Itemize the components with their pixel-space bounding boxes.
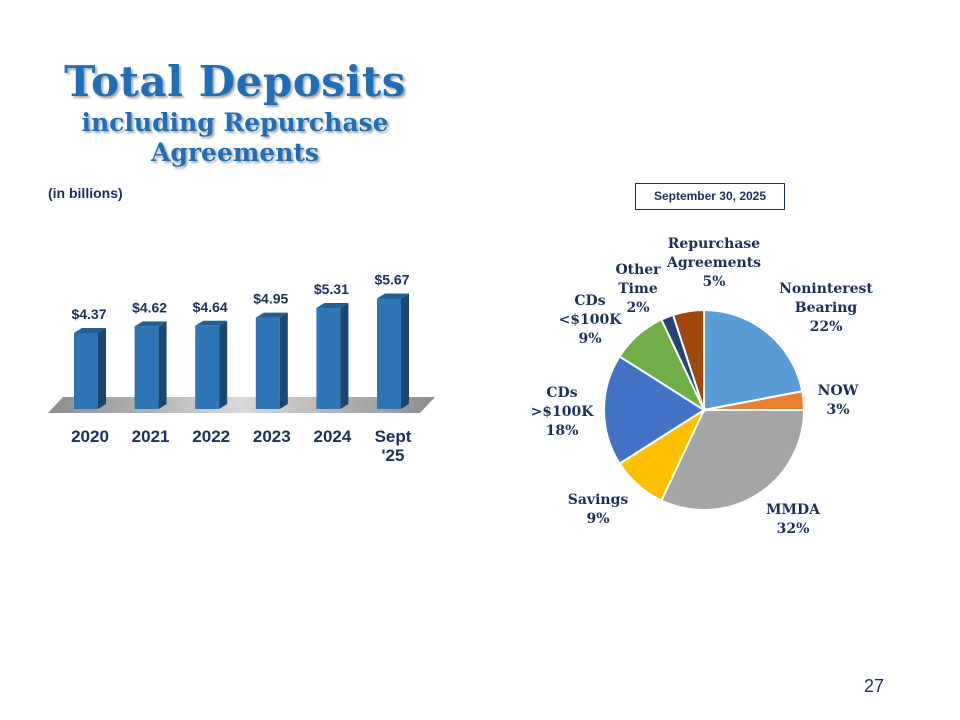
bar-top [134, 321, 167, 327]
pie-label: 32% [777, 521, 810, 537]
pie-label: Noninterest [779, 281, 873, 297]
bar-category-label: 2023 [253, 427, 291, 446]
bar-front [195, 325, 220, 409]
pie-label: 5% [702, 274, 725, 290]
pie-label: 22% [810, 319, 843, 335]
title-sub-line1: including Repurchase [81, 108, 389, 137]
bar-value-label: $4.37 [71, 306, 106, 322]
bar-value-label: $4.62 [132, 299, 167, 315]
pie-label: 18% [546, 423, 579, 439]
bar-category-label: 2021 [132, 427, 170, 446]
bar-value-label: $4.64 [193, 299, 228, 315]
pie-label: CDs [574, 293, 605, 309]
pie-label: >$100K [531, 404, 595, 420]
page-title: Total Deposits including Repurchase Agre… [20, 56, 450, 168]
pie-label: Other [615, 262, 661, 278]
bar-top [316, 303, 349, 309]
bar-category-label: 2024 [313, 427, 351, 446]
bar-4 [316, 303, 349, 409]
bar-category-label: 2020 [71, 427, 109, 446]
pie-label: 3% [826, 402, 849, 418]
bar-front [134, 326, 159, 409]
pie-label: Agreements [666, 255, 761, 271]
bar-top [74, 327, 106, 333]
pie-slice-7 [671, 308, 705, 411]
bar-top [255, 312, 288, 318]
title-sub-line2: Agreements [150, 138, 320, 167]
bar-side [98, 327, 106, 409]
pie-slice-4 [603, 355, 706, 465]
pie-label: <$100K [559, 312, 623, 328]
bar-value-label: $5.67 [374, 271, 409, 287]
pie-label: Savings [568, 492, 629, 508]
bar-top [377, 293, 409, 299]
pie-date-box: September 30, 2025 [635, 183, 785, 210]
bar-side [401, 293, 409, 409]
bar-side [340, 303, 349, 409]
bar-top [195, 320, 228, 326]
pie-label: MMDA [766, 502, 821, 518]
pie-slice-2 [660, 409, 806, 511]
bar-category-label: Sept [375, 427, 412, 446]
pie-label: Time [618, 281, 658, 297]
pie-label: Bearing [795, 300, 858, 316]
bar-category-label: '25 [382, 446, 405, 465]
bar-1 [134, 321, 167, 409]
bar-value-label: $5.31 [314, 281, 349, 297]
bar-front [377, 298, 401, 409]
bar-5 [377, 293, 409, 409]
bar-3 [255, 312, 288, 409]
pie-slice-0 [703, 308, 804, 412]
bar-side [219, 320, 228, 409]
pie-label: 9% [578, 331, 601, 347]
pie-label: CDs [546, 385, 577, 401]
pie-label: Repurchase [668, 236, 761, 252]
bar-category-label: 2022 [192, 427, 230, 446]
pie-label: NOW [818, 383, 859, 399]
pie-label: 2% [626, 300, 649, 316]
title-main: Total Deposits [64, 57, 406, 106]
bar-2 [195, 320, 228, 409]
bar-side [279, 312, 288, 409]
bar-value-label: $4.95 [253, 291, 288, 307]
page-number: 27 [864, 676, 885, 696]
bar-0 [74, 327, 106, 409]
bar-front [255, 317, 280, 409]
unit-note: (in billions) [48, 185, 123, 201]
bar-front [74, 332, 98, 409]
bar-front [316, 308, 341, 409]
bar-side [158, 321, 167, 409]
pie-label: 9% [586, 511, 609, 527]
